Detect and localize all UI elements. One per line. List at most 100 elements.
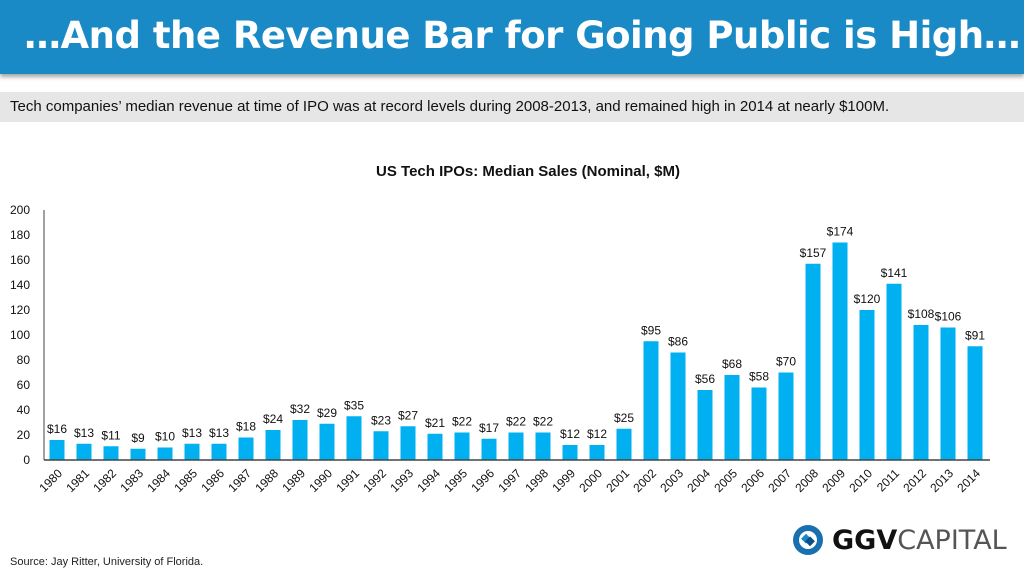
data-label: $32 (290, 402, 310, 416)
x-tick-label: 1988 (252, 466, 281, 495)
header-bar: …And the Revenue Bar for Going Public is… (0, 0, 1024, 74)
x-tick-label: 1987 (225, 466, 254, 495)
bar (508, 432, 524, 460)
data-label: $86 (668, 335, 688, 349)
y-tick-label: 20 (17, 428, 31, 442)
data-label: $18 (236, 420, 256, 434)
x-tick-label: 2004 (684, 466, 713, 495)
data-label: $108 (908, 307, 935, 321)
data-label: $9 (131, 431, 145, 445)
bar (103, 446, 119, 460)
x-tick-label: 1983 (117, 466, 146, 495)
x-tick-label: 1982 (90, 466, 119, 495)
data-label: $157 (800, 246, 827, 260)
bar (130, 448, 146, 460)
bar (643, 341, 659, 460)
x-tick-label: 1991 (333, 466, 362, 495)
x-tick-label: 1999 (549, 466, 578, 495)
data-label: $13 (74, 426, 94, 440)
data-label: $27 (398, 408, 418, 422)
bar (589, 445, 605, 460)
x-tick-label: 2014 (954, 466, 983, 495)
data-label: $174 (827, 225, 854, 239)
bar (562, 445, 578, 460)
bar (400, 426, 416, 460)
data-label: $68 (722, 357, 742, 371)
y-tick-label: 140 (10, 278, 30, 292)
bar (184, 443, 200, 460)
bar (265, 430, 281, 460)
bar (481, 438, 497, 460)
x-tick-label: 1986 (198, 466, 227, 495)
x-tick-label: 1998 (522, 466, 551, 495)
bar (670, 352, 686, 460)
x-tick-label: 2005 (711, 466, 740, 495)
source-note: Source: Jay Ritter, University of Florid… (10, 556, 204, 568)
data-label: $24 (263, 412, 283, 426)
y-tick-label: 120 (10, 303, 30, 317)
bar (805, 263, 821, 460)
data-label: $17 (479, 421, 499, 435)
x-tick-label: 1997 (495, 466, 524, 495)
x-tick-label: 2012 (900, 466, 929, 495)
data-label: $25 (614, 411, 634, 425)
chart-title: US Tech IPOs: Median Sales (Nominal, $M) (376, 163, 680, 180)
y-tick-label: 60 (17, 378, 31, 392)
bar (211, 443, 227, 460)
data-label: $12 (587, 427, 607, 441)
x-tick-label: 2010 (846, 466, 875, 495)
bar (913, 325, 929, 460)
bar (940, 327, 956, 460)
data-label: $70 (776, 355, 796, 369)
data-label: $95 (641, 323, 661, 337)
x-tick-label: 1994 (414, 466, 443, 495)
data-label: $120 (854, 292, 881, 306)
logo-text-bold: GGV (832, 524, 898, 556)
data-label: $13 (209, 426, 229, 440)
data-label: $91 (965, 328, 985, 342)
x-tick-label: 1992 (360, 466, 389, 495)
data-label: $13 (182, 426, 202, 440)
data-label: $22 (506, 415, 526, 429)
bar (967, 346, 983, 460)
data-label: $35 (344, 398, 364, 412)
bar (535, 432, 551, 460)
data-label: $21 (425, 416, 445, 430)
x-tick-label: 2013 (927, 466, 956, 495)
bar (157, 447, 173, 460)
x-tick-label: 2006 (738, 466, 767, 495)
x-tick-label: 1996 (468, 466, 497, 495)
bar (832, 242, 848, 460)
data-label: $22 (452, 415, 472, 429)
data-label: $56 (695, 372, 715, 386)
slide-title: …And the Revenue Bar for Going Public is… (24, 14, 1021, 57)
y-tick-label: 180 (10, 228, 30, 242)
y-tick-label: 160 (10, 253, 30, 267)
bar (778, 372, 794, 460)
x-tick-label: 1984 (144, 466, 173, 495)
data-label: $29 (317, 406, 337, 420)
bar (49, 440, 65, 460)
x-tick-label: 2009 (819, 466, 848, 495)
x-tick-label: 1995 (441, 466, 470, 495)
bar (76, 443, 92, 460)
x-tick-label: 2011 (874, 466, 902, 494)
x-tick-label: 1990 (306, 466, 335, 495)
subtitle: Tech companies’ median revenue at time o… (10, 98, 890, 115)
bar (427, 433, 443, 460)
subtitle-band: Tech companies’ median revenue at time o… (0, 92, 1024, 122)
y-tick-label: 0 (23, 453, 30, 467)
bar (697, 390, 713, 460)
bar (859, 310, 875, 460)
y-tick-label: 80 (17, 353, 31, 367)
y-tick-label: 200 (10, 203, 30, 217)
data-label: $141 (881, 266, 908, 280)
data-label: $23 (371, 413, 391, 427)
bar (454, 432, 470, 460)
bar (319, 423, 335, 460)
data-label: $16 (47, 422, 67, 436)
x-tick-label: 1980 (36, 466, 65, 495)
bar (373, 431, 389, 460)
data-label: $10 (155, 430, 175, 444)
bar (886, 283, 902, 460)
